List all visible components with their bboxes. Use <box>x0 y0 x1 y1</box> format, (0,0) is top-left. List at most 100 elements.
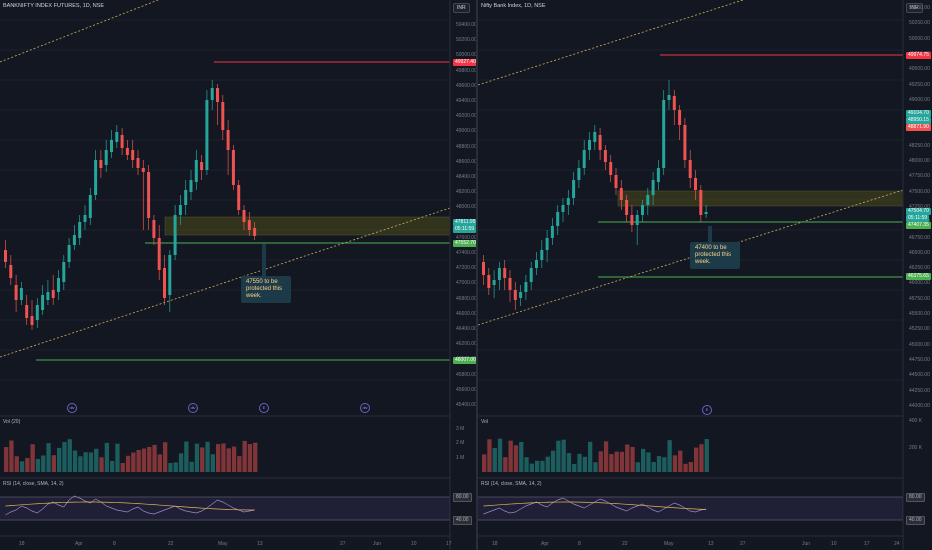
volume-bar <box>662 457 667 472</box>
pane-divider[interactable] <box>476 0 478 550</box>
candle-body <box>598 135 602 150</box>
price-axis-label: 48800.00 <box>456 143 477 150</box>
volume-bar <box>482 454 487 472</box>
time-axis-label: Jun <box>802 541 811 547</box>
price-tag: 48871.90 <box>906 124 931 131</box>
price-axis-label: 46500.00 <box>909 249 930 256</box>
earnings-event-icon[interactable]: E <box>702 405 712 415</box>
candle-body <box>120 135 124 148</box>
volume-bar <box>572 463 577 472</box>
volume-bar <box>646 452 651 472</box>
price-axis-label: 48200.00 <box>456 189 477 196</box>
volume-bar <box>221 443 226 472</box>
annotation-note[interactable]: 47550 to be protected this week. <box>241 276 291 303</box>
candle-body <box>216 88 219 102</box>
candle-body <box>205 100 209 170</box>
candle-body <box>694 178 697 190</box>
candle-body <box>688 160 692 178</box>
time-axis-label: 17 <box>864 541 870 547</box>
rsi-label[interactable]: RSI (14, close, SMA, 14, 2) <box>481 481 542 487</box>
price-axis-label: 45000.00 <box>909 341 930 348</box>
volume-label[interactable]: Vol (20) <box>3 419 21 425</box>
volume-bar <box>625 444 630 472</box>
candle-body <box>210 88 214 100</box>
price-chart-left[interactable] <box>0 0 476 550</box>
currency-badge[interactable]: INR <box>906 3 923 13</box>
time-axis-label: 13 <box>708 541 714 547</box>
symbol-title[interactable]: Nifty Bank Index, 1D, NSE <box>481 3 546 9</box>
volume-bar <box>508 440 513 472</box>
candle-body <box>78 222 82 238</box>
candle-body <box>51 290 55 298</box>
candle-body <box>550 226 554 238</box>
volume-bar <box>519 442 524 472</box>
chart-pane-right[interactable]: Nifty Bank Index, 1D, NSE INR 50500.00 50… <box>478 0 932 550</box>
resistance-price-tag: 49927.40 <box>453 59 478 66</box>
candle-body <box>237 185 241 210</box>
price-axis-label: 48400.00 <box>456 174 477 180</box>
volume-bar <box>120 462 125 472</box>
candle-body <box>561 205 565 212</box>
candle-body <box>184 190 188 205</box>
price-axis-label: 47500.00 <box>909 188 930 195</box>
volume-bar <box>205 441 210 472</box>
earnings-event-icon[interactable]: E <box>259 403 269 413</box>
candle-body <box>189 180 193 192</box>
time-axis-label: May <box>218 541 228 547</box>
price-axis-label: 49600.00 <box>456 82 477 89</box>
volume-bar <box>704 439 709 472</box>
volume-bar <box>492 447 497 472</box>
volume-label[interactable]: Vol <box>481 419 488 425</box>
volume-axis-label: 1 M <box>456 455 465 461</box>
price-axis-label: 47000.00 <box>456 280 477 287</box>
price-chart-right[interactable] <box>478 0 932 550</box>
volume-bar <box>57 447 62 472</box>
volume-bar <box>614 451 619 472</box>
supply-zone <box>164 216 451 236</box>
price-axis-label: 48600.00 <box>456 158 477 165</box>
currency-badge[interactable]: INR <box>453 3 470 13</box>
volume-bar <box>497 438 503 472</box>
price-axis-label: 47200.00 <box>456 265 477 272</box>
candle-body <box>35 305 39 320</box>
candle-body <box>253 228 257 236</box>
time-axis-label: Jun <box>373 541 382 547</box>
volume-bar <box>603 441 609 472</box>
candle-body <box>94 160 98 195</box>
trendline <box>0 207 451 358</box>
candle-body <box>662 100 666 168</box>
price-axis-label: 49000.00 <box>456 128 477 135</box>
volume-bar <box>550 450 556 472</box>
dividend-event-icon[interactable]: div <box>360 403 370 413</box>
symbol-title[interactable]: BANKNIFTY INDEX FUTURES, 1D, NSE <box>3 3 105 9</box>
candle-body <box>524 282 528 292</box>
candle-body <box>72 235 76 245</box>
trendline <box>478 0 744 86</box>
volume-bar <box>656 456 662 472</box>
volume-bar <box>67 439 72 472</box>
dividend-event-icon[interactable]: div <box>188 403 198 413</box>
countdown-tag: 05:11:59 <box>453 226 477 233</box>
candle-body <box>635 215 639 225</box>
volume-bar <box>46 443 51 472</box>
volume-bar <box>72 450 78 472</box>
time-axis-label: May <box>664 541 674 547</box>
candle-body <box>683 125 687 160</box>
candle-body <box>46 292 50 300</box>
candle-body <box>593 132 597 142</box>
rsi-label[interactable]: RSI (14, close, SMA, 14, 2) <box>3 481 64 487</box>
candle-body <box>614 175 618 188</box>
candle-body <box>9 265 13 278</box>
annotation-note[interactable]: 47400 to be protected this week. <box>690 242 740 269</box>
chart-pane-left[interactable]: BANKNIFTY INDEX FUTURES, 1D, NSE INR 504… <box>0 0 478 550</box>
dividend-event-icon[interactable]: div <box>67 403 77 413</box>
volume-bar <box>577 453 582 472</box>
candle-body <box>667 95 671 100</box>
candle-body <box>30 316 34 325</box>
price-axis-label: 44500.00 <box>909 372 930 379</box>
price-tag: 49104.70 <box>906 110 931 117</box>
volume-bar <box>524 457 529 472</box>
volume-bar <box>173 462 178 472</box>
support-price-tag: 47407.35 <box>906 222 931 229</box>
candle-body <box>88 195 92 218</box>
